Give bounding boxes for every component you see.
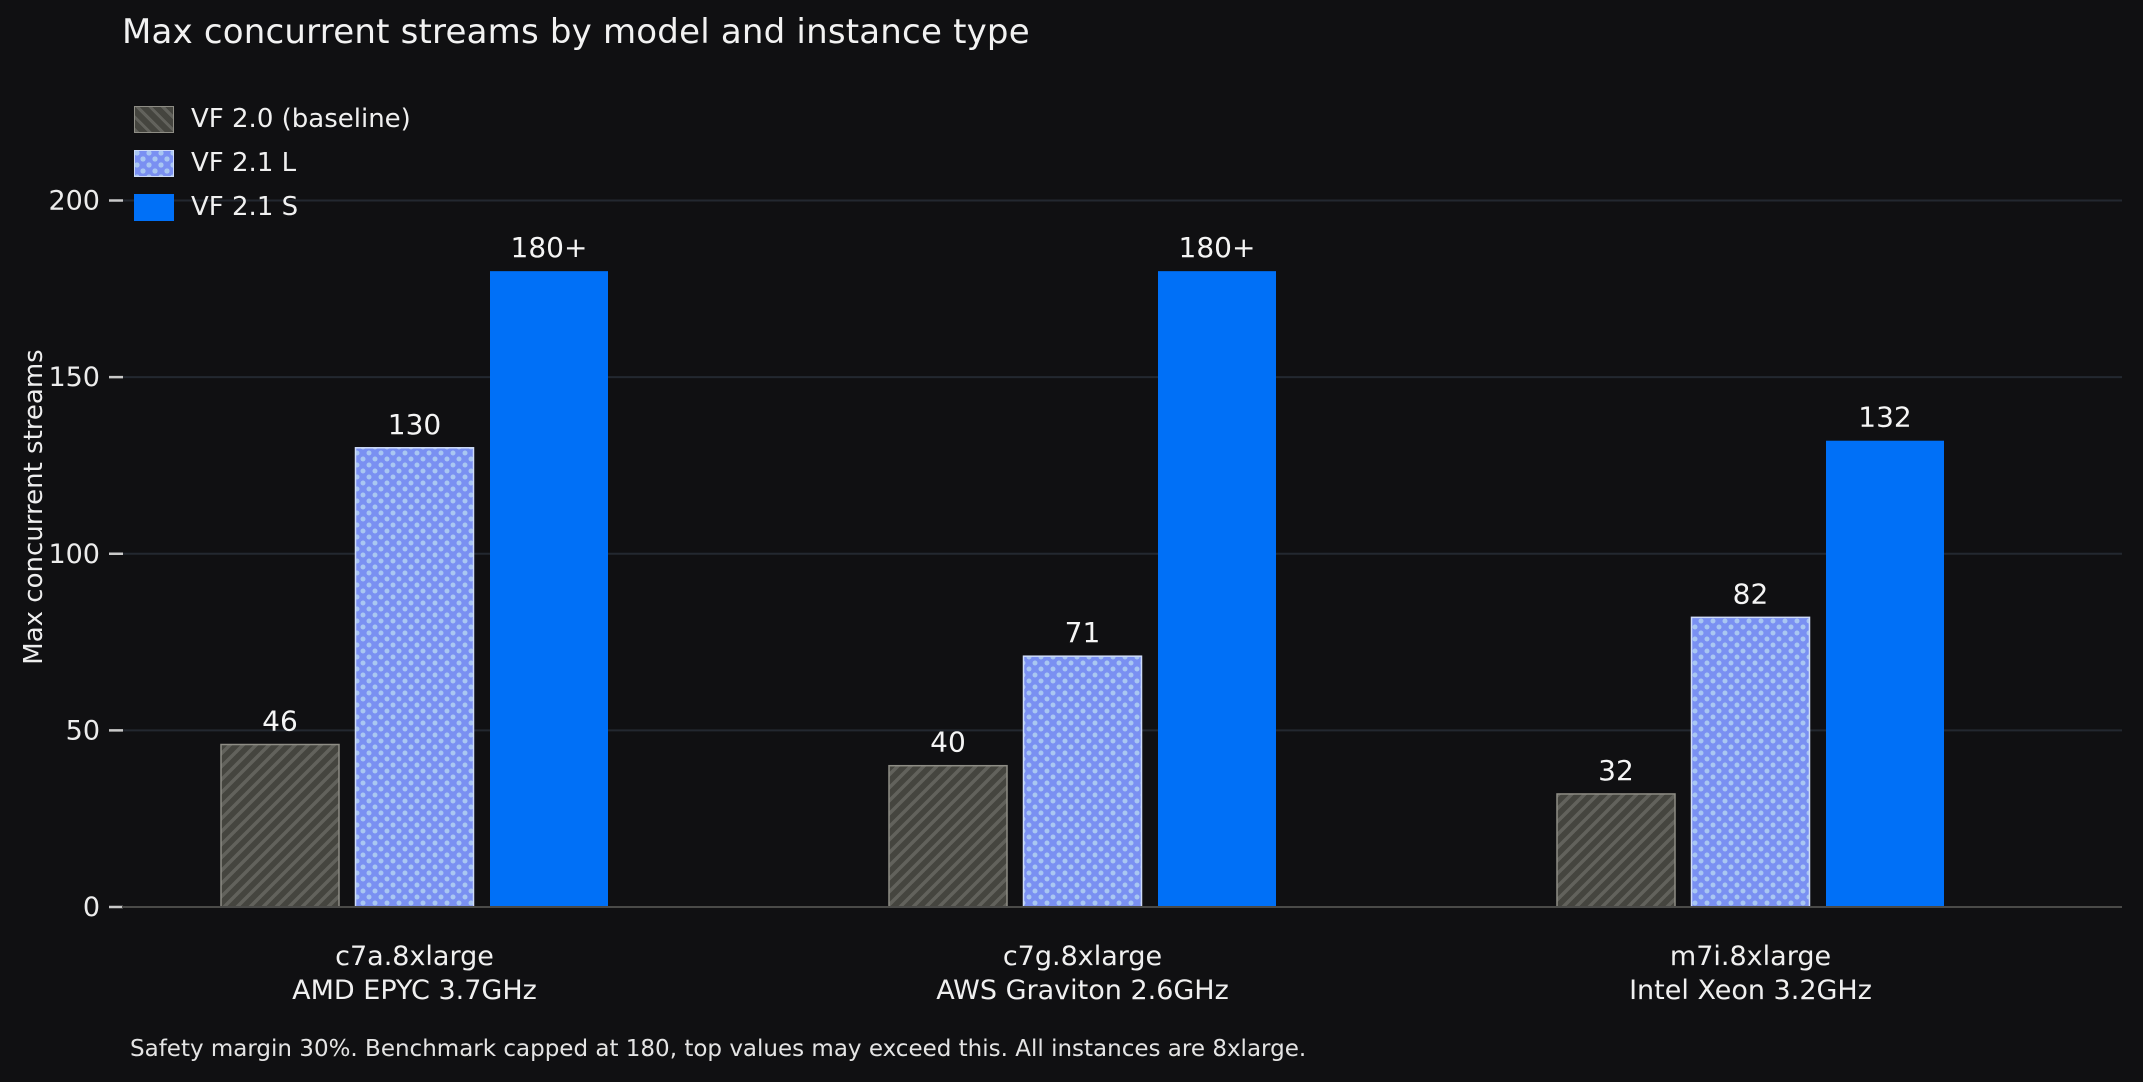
value-label: 82 [1733, 577, 1769, 610]
value-label: 46 [262, 705, 298, 738]
bar [1556, 793, 1676, 908]
category-sublabel: AMD EPYC 3.7GHz [292, 975, 537, 1006]
chart-title: Max concurrent streams by model and inst… [122, 12, 1030, 52]
legend-item-vf20: VF 2.0 (baseline) [134, 104, 411, 134]
value-label: 132 [1858, 401, 1911, 434]
legend-swatch-hatch-icon [134, 105, 174, 133]
category-sublabel: AWS Graviton 2.6GHz [936, 975, 1229, 1006]
value-label: 71 [1065, 616, 1101, 649]
bar [490, 271, 608, 907]
y-tick-label: 0 [83, 892, 100, 923]
y-tick-label: 150 [48, 362, 100, 393]
legend-label: VF 2.1 S [191, 192, 299, 222]
legend-item-vf21s: VF 2.1 S [134, 192, 411, 222]
bar [220, 743, 340, 908]
category-label: c7a.8xlarge [335, 941, 494, 972]
legend-swatch-solid-icon [134, 193, 174, 221]
y-axis-label: Max concurrent streams [19, 349, 49, 665]
value-label: 32 [1598, 754, 1634, 787]
value-label: 180+ [511, 231, 588, 264]
legend-label: VF 2.0 (baseline) [191, 104, 411, 134]
category-sublabel: Intel Xeon 3.2GHz [1629, 975, 1872, 1006]
y-tick-label: 200 [48, 186, 100, 217]
bar [354, 447, 475, 908]
value-label: 40 [930, 726, 966, 759]
bar [1022, 655, 1143, 908]
y-tick-label: 50 [66, 715, 100, 746]
legend-item-vf21l: VF 2.1 L [134, 148, 411, 178]
value-label: 130 [388, 408, 441, 441]
bar [1158, 271, 1276, 907]
value-label: 180+ [1179, 231, 1256, 264]
legend-swatch-dots-icon [134, 149, 174, 177]
legend-label: VF 2.1 L [191, 148, 297, 178]
bar [1690, 616, 1811, 908]
category-label: m7i.8xlarge [1670, 941, 1831, 972]
bar [888, 764, 1008, 908]
legend: VF 2.0 (baseline) VF 2.1 L VF 2.1 S [134, 104, 411, 222]
category-label: c7g.8xlarge [1003, 941, 1162, 972]
y-tick-label: 100 [48, 539, 100, 570]
chart-footnote: Safety margin 30%. Benchmark capped at 1… [130, 1036, 1307, 1062]
bar [1826, 440, 1944, 907]
